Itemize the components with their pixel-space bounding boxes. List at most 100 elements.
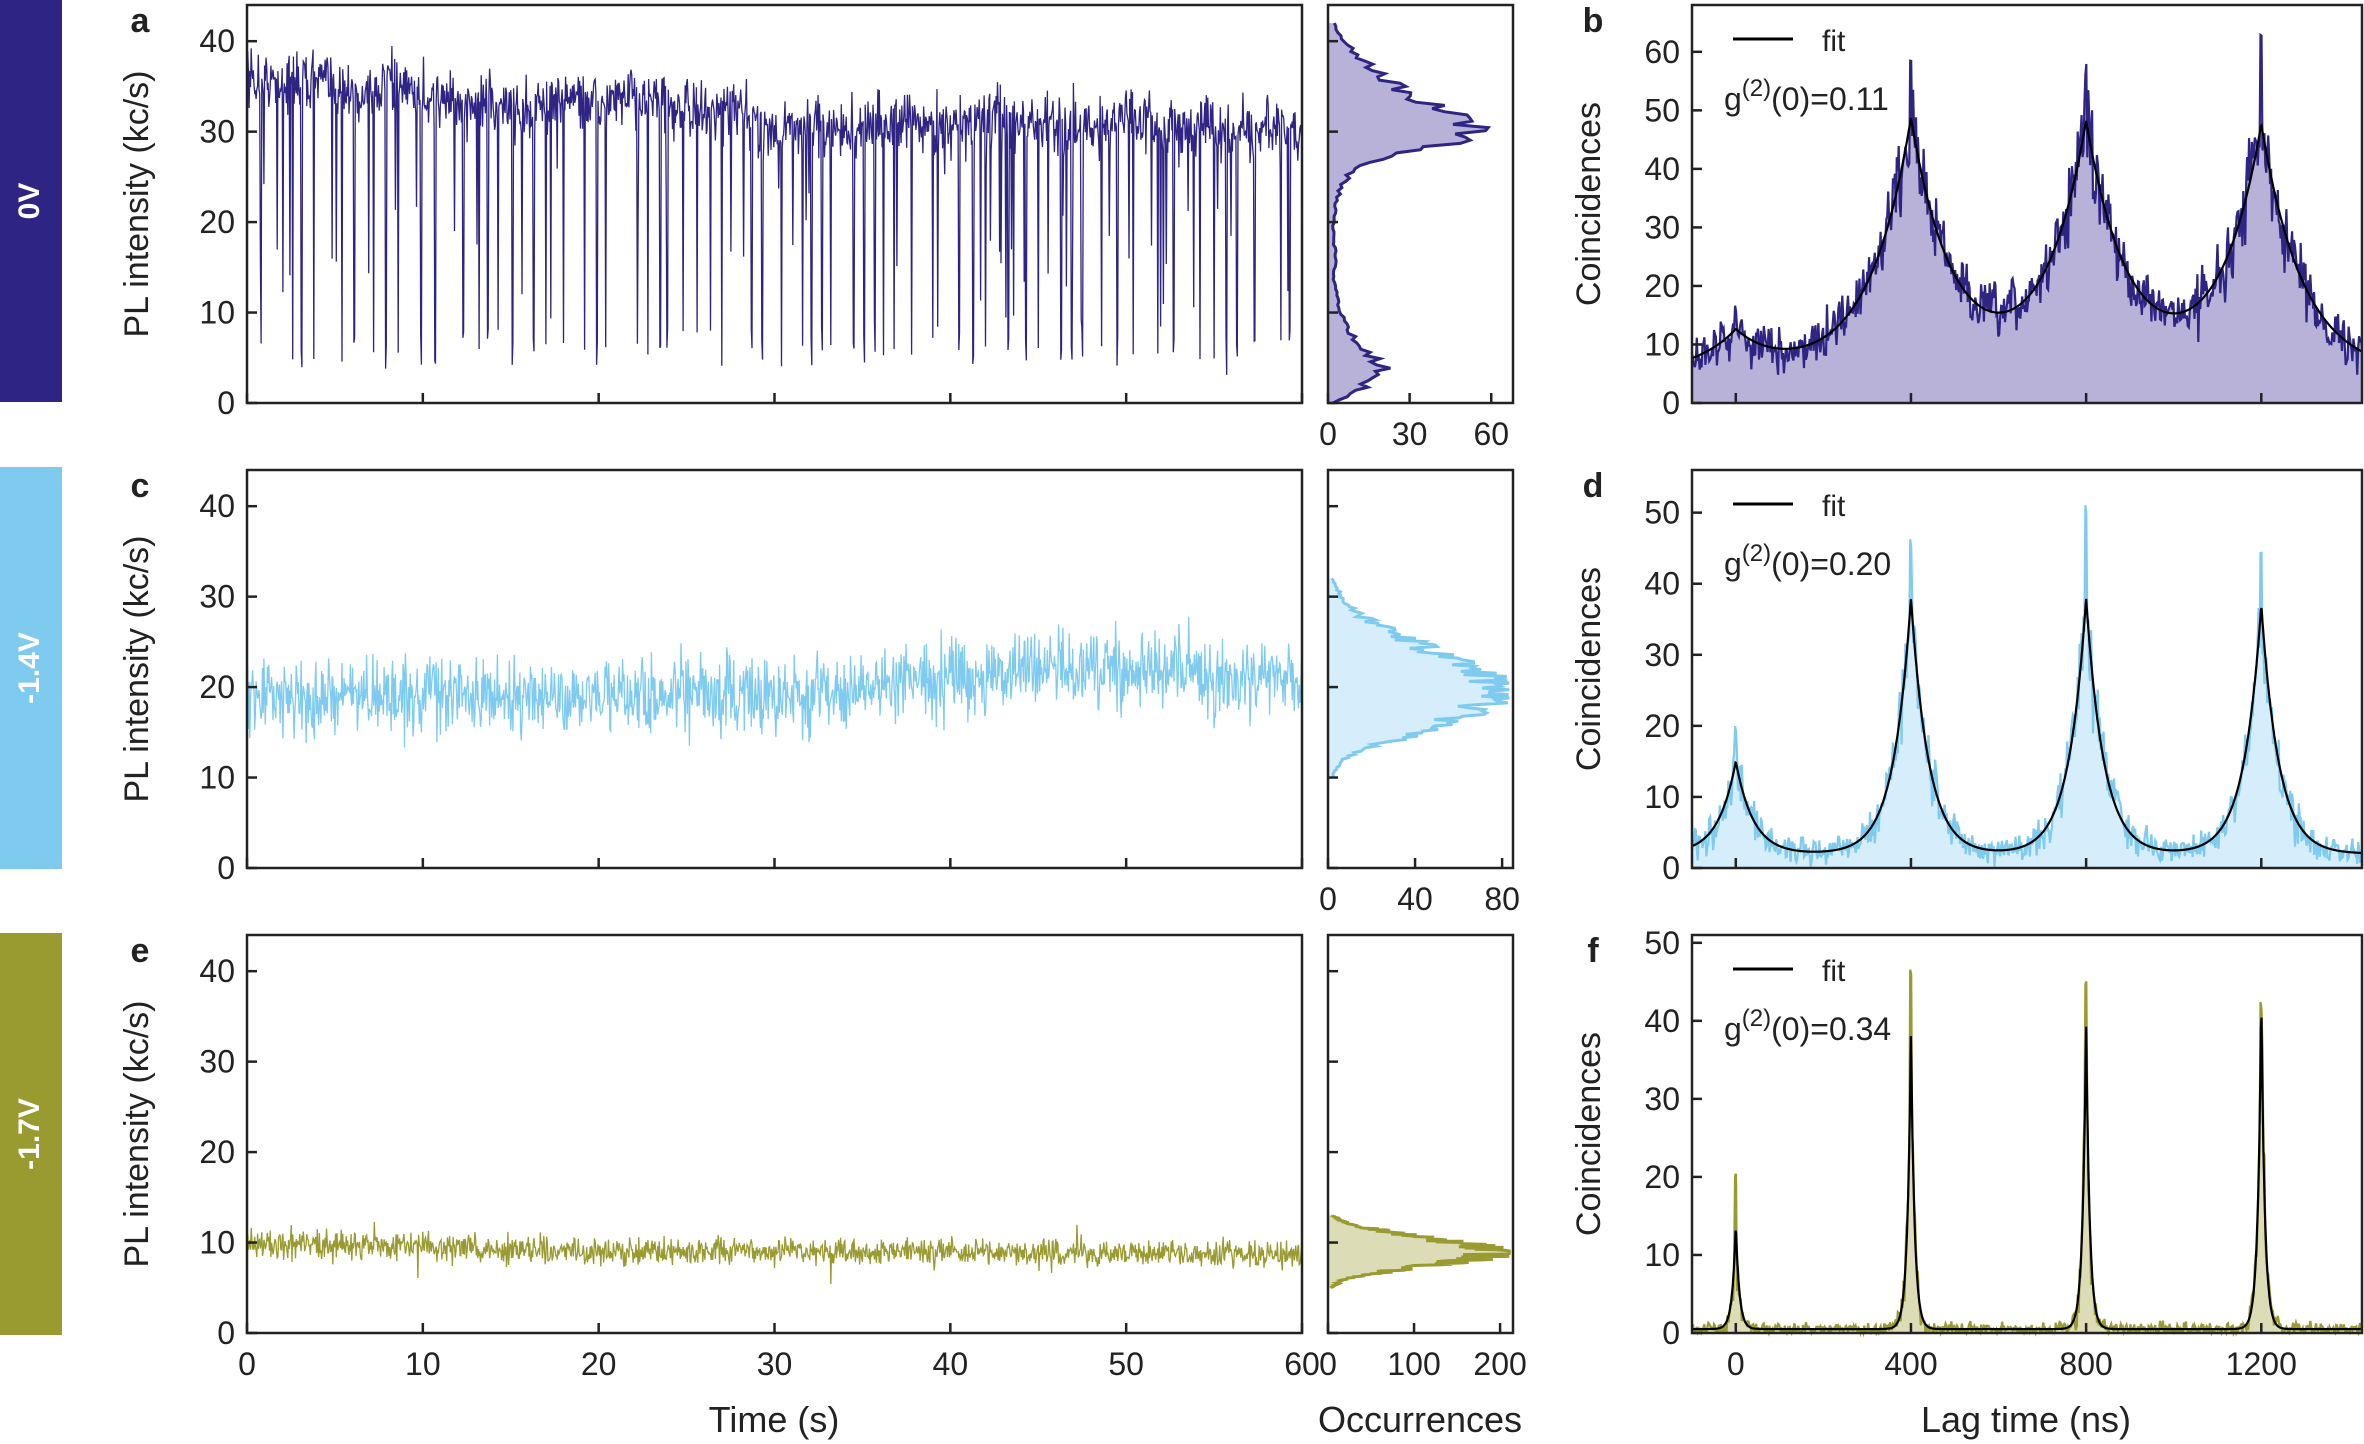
- g2-annotation-suffix: (0)=0.20: [1771, 546, 1891, 582]
- trace-xtick-label: 20: [581, 1346, 617, 1382]
- panel-letter: d: [1583, 467, 1604, 505]
- histogram-xtick-label: 0: [1319, 416, 1337, 452]
- trace-ytick-label: 0: [217, 385, 235, 421]
- histogram-xtick-label: 0: [1319, 881, 1337, 917]
- g2-ytick-label: 10: [1644, 779, 1680, 815]
- histogram-panel-a: 0 30 60: [1319, 3, 1515, 452]
- voltage-tab: [0, 933, 62, 1335]
- g2-annotation-prefix: g: [1724, 546, 1742, 582]
- g2-xtick-label: 800: [2059, 1346, 2112, 1382]
- g2-annotation: g(2)(0)=0.11: [1724, 75, 1889, 117]
- g2-xtick-label: 1200: [2226, 1346, 2297, 1382]
- voltage-tab: [0, 467, 62, 869]
- row-1: -1.4V c PL intensity (kc/s) 0 10 20 30 40 0 40 80 d…: [0, 467, 2364, 917]
- trace-series: [246, 45, 1303, 375]
- trace-ytick-label: 20: [199, 204, 235, 240]
- x-axis-label-lag: Lag time (ns): [1921, 1399, 2131, 1440]
- trace-ytick-label: 40: [199, 953, 235, 989]
- trace-ytick-label: 0: [217, 850, 235, 886]
- y-axis-label: Coincidences: [1570, 102, 1608, 306]
- trace-ytick-label: 10: [199, 295, 235, 331]
- row-0: 0V a PL intensity (kc/s) 0 10 20 30 40 0 30 60 b Coi…: [0, 0, 2364, 452]
- g2-ytick-label: 10: [1644, 326, 1680, 362]
- trace-ytick-label: 10: [199, 760, 235, 796]
- g2-axes: [1690, 933, 2364, 1335]
- g2-panel-d: d Coincidences 0 10 20 30 40 50 fit g(2)(0)=0.20: [1570, 467, 2364, 886]
- x-axis-label-occurrences: Occurrences: [1318, 1399, 1522, 1440]
- g2-annotation: g(2)(0)=0.34: [1724, 1005, 1891, 1047]
- histogram-outline: [1330, 577, 1510, 779]
- g2-data-series: [1690, 505, 2364, 867]
- g2-ytick-label: 20: [1644, 1159, 1680, 1195]
- histogram-axes: [1326, 468, 1515, 870]
- panel-letter: c: [131, 467, 150, 505]
- g2-annotation-prefix: g: [1724, 1011, 1742, 1047]
- trace-xtick-label: 30: [757, 1346, 793, 1382]
- histogram-xtick-label: 200: [1473, 1346, 1526, 1382]
- g2-ytick-label: 10: [1644, 1237, 1680, 1273]
- g2-ytick-label: 20: [1644, 268, 1680, 304]
- g2-annotation-sup: (2): [1742, 75, 1771, 102]
- trace-panel-c: c PL intensity (kc/s) 0 10 20 30 40: [118, 467, 1304, 886]
- panel-letter: f: [1587, 932, 1599, 970]
- g2-fit-series: [1692, 1017, 2362, 1331]
- g2-xtick-label: 400: [1884, 1346, 1937, 1382]
- g2-ytick-label: 0: [1662, 385, 1680, 421]
- histogram-axes: [1326, 933, 1515, 1335]
- g2-ytick-label: 30: [1644, 1081, 1680, 1117]
- g2-xtick-label: 0: [1727, 1346, 1745, 1382]
- y-axis-label: Coincidences: [1570, 567, 1608, 771]
- panel-letter: b: [1583, 2, 1604, 40]
- trace-ytick-label: 30: [199, 1044, 235, 1080]
- trace-series: [246, 1221, 1303, 1285]
- histogram-xtick-label: 80: [1484, 881, 1520, 917]
- trace-panel-a: a PL intensity (kc/s) 0 10 20 30 40: [118, 2, 1304, 421]
- trace-ytick-label: 10: [199, 1225, 235, 1261]
- voltage-label: -1.4V: [13, 632, 46, 704]
- trace-ytick-label: 20: [199, 1134, 235, 1170]
- y-axis-label: PL intensity (kc/s): [118, 70, 156, 337]
- legend-fit-label: fit: [1822, 25, 1846, 58]
- trace-ytick-label: 20: [199, 669, 235, 705]
- voltage-label: 0V: [13, 183, 46, 220]
- trace-xtick-label: 10: [405, 1346, 441, 1382]
- g2-ytick-label: 20: [1644, 708, 1680, 744]
- trace-axes: [245, 3, 1304, 405]
- g2-axes: [1690, 468, 2364, 870]
- legend-fit-label: fit: [1822, 490, 1846, 523]
- g2-annotation: g(2)(0)=0.20: [1724, 540, 1891, 582]
- y-axis-label: Coincidences: [1570, 1032, 1608, 1236]
- histogram-panel-c: 0 40 80: [1319, 468, 1520, 917]
- g2-ytick-label: 50: [1644, 92, 1680, 128]
- g2-ytick-label: 40: [1644, 1003, 1680, 1039]
- trace-xtick-label: 0: [238, 1346, 256, 1382]
- y-axis-label: PL intensity (kc/s): [118, 535, 156, 802]
- histogram-xtick-label: 100: [1387, 1346, 1440, 1382]
- g2-axes: [1690, 3, 2364, 405]
- g2-ytick-label: 40: [1644, 566, 1680, 602]
- g2-annotation-sup: (2): [1742, 540, 1771, 567]
- histogram-xtick-label: 40: [1397, 881, 1433, 917]
- trace-ytick-label: 30: [199, 579, 235, 615]
- trace-ytick-label: 30: [199, 114, 235, 150]
- g2-fit-series: [1691, 118, 2363, 360]
- histogram-outline: [1331, 22, 1492, 405]
- legend-fit-label: fit: [1822, 955, 1846, 988]
- trace-ytick-label: 40: [199, 488, 235, 524]
- g2-annotation-suffix: (0)=0.11: [1771, 81, 1889, 117]
- panel-letter: a: [131, 2, 151, 40]
- histogram-xtick-label: 60: [1473, 416, 1509, 452]
- trace-xtick-label: 60: [1284, 1346, 1320, 1382]
- histogram-outline: [1329, 1214, 1511, 1290]
- g2-ytick-label: 50: [1644, 925, 1680, 961]
- trace-axes: [245, 933, 1304, 1335]
- trace-xtick-label: 40: [933, 1346, 969, 1382]
- g2-ytick-label: 30: [1644, 209, 1680, 245]
- g2-data-series: [1690, 969, 2364, 1338]
- histogram-xtick-label: 30: [1392, 416, 1428, 452]
- g2-ytick-label: 30: [1644, 637, 1680, 673]
- g2-annotation-prefix: g: [1724, 81, 1742, 117]
- trace-panel-e: e PL intensity (kc/s) 0 10 20 30 40 0 10 20 30 40 50…: [118, 932, 1320, 1382]
